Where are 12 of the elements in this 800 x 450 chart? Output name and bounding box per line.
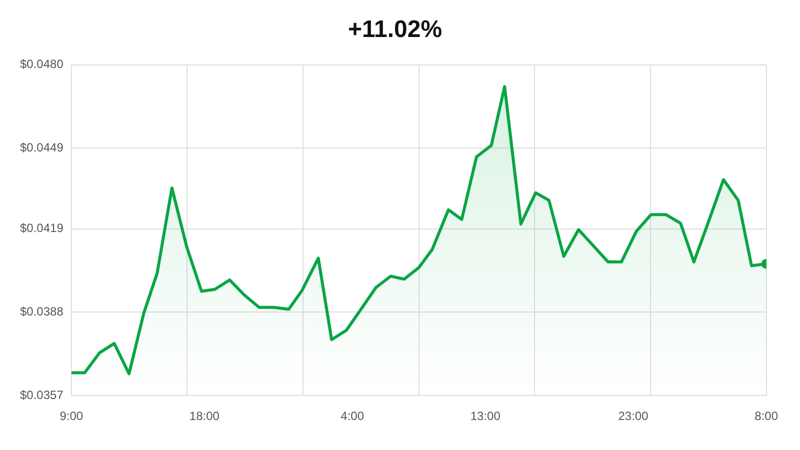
x-tick-label: 4:00 [340,409,364,424]
chart-title: +11.02% [348,16,442,44]
x-tick-label: 23:00 [618,409,649,424]
x-tick-label: 9:00 [60,409,84,424]
y-tick-label: $0.0480 [20,57,64,72]
x-tick-label: 18:00 [189,409,220,424]
y-tick-label: $0.0357 [20,388,64,402]
x-tick-label: 8:00 [754,409,778,424]
y-tick-label: $0.0388 [20,304,64,319]
y-tick-label: $0.0449 [20,140,64,154]
y-tick-label: $0.0419 [20,221,64,236]
x-tick-label: 13:00 [470,409,501,424]
